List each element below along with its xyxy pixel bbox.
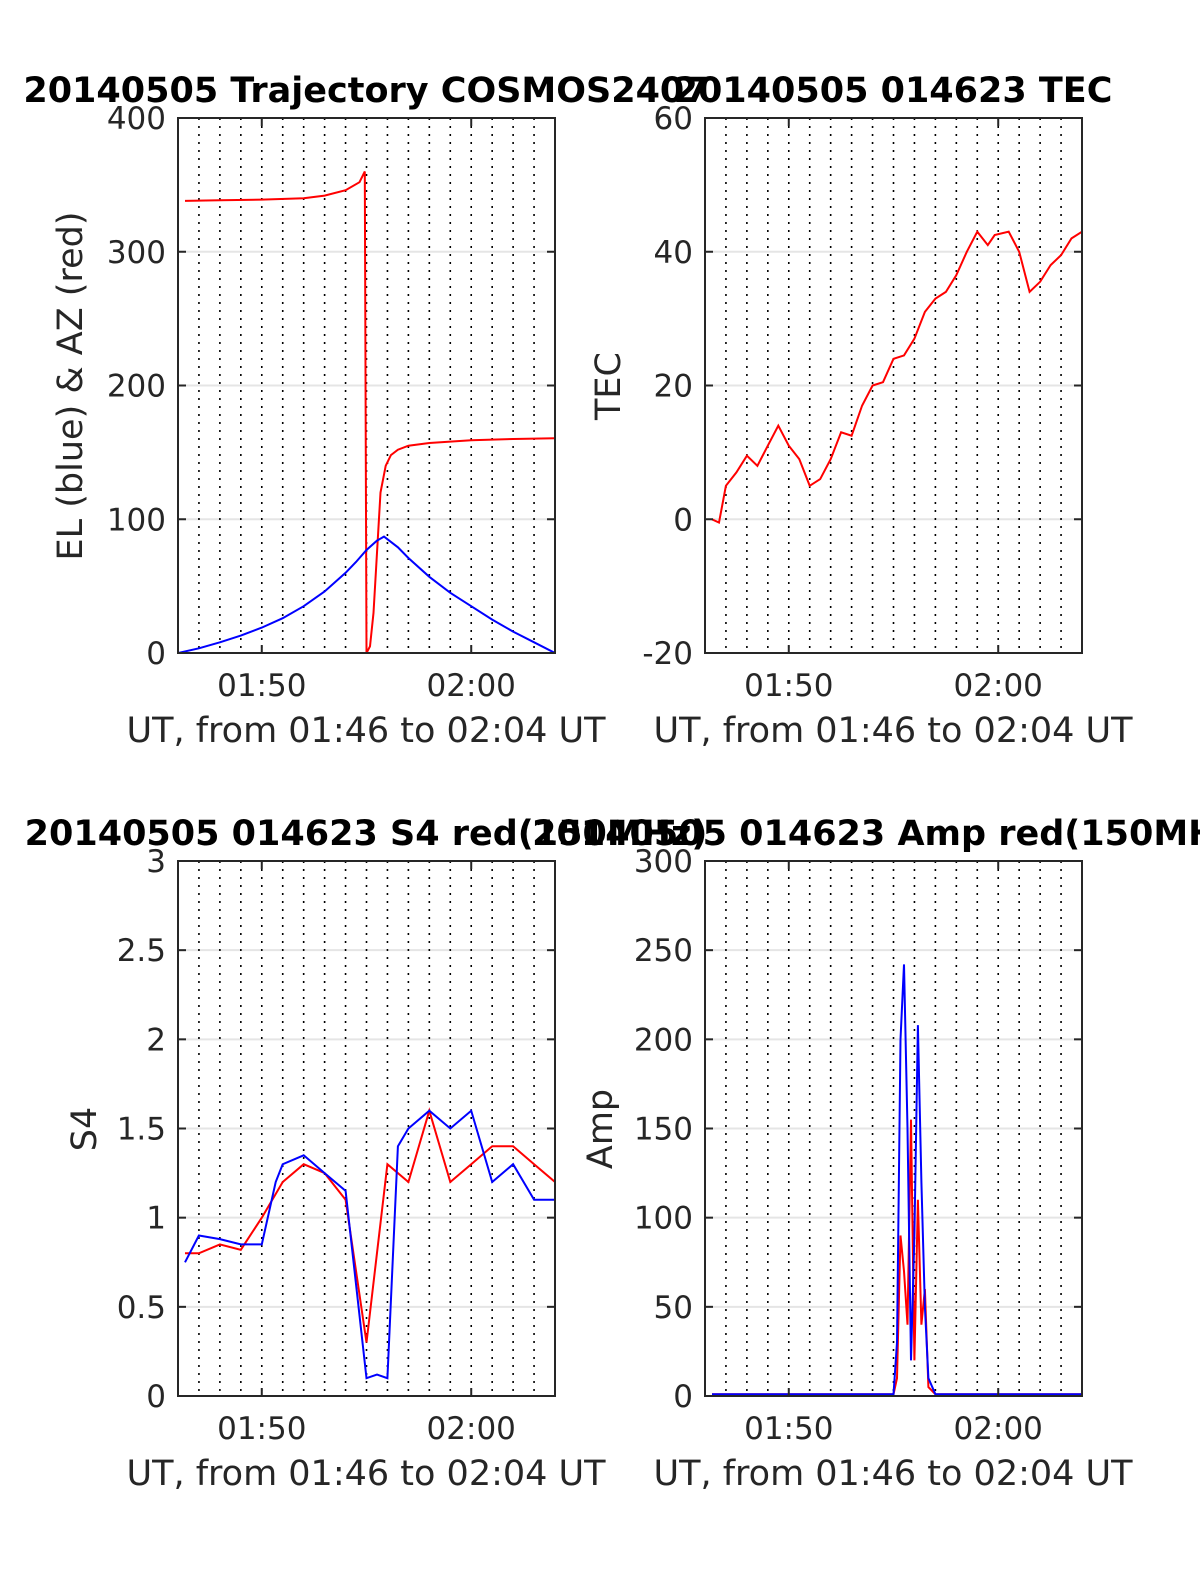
x-axis-label: UT, from 01:46 to 02:04 UT [126, 1454, 606, 1494]
panel-title: 20140505 Trajectory COSMOS2407 [23, 71, 708, 111]
y-tick-label: 200 [107, 369, 166, 405]
plot-area [705, 860, 1082, 1397]
y-tick-label: -20 [642, 636, 693, 672]
x-tick-label: 02:00 [427, 1411, 516, 1447]
x-tick-label: 01:50 [744, 1411, 833, 1447]
y-tick-label: 200 [634, 1022, 693, 1058]
series-group [184, 1107, 555, 1380]
x-axis-label: UT, from 01:46 to 02:04 UT [653, 1454, 1133, 1494]
y-axis-label: TEC [589, 352, 629, 421]
x-axis-label: UT, from 01:46 to 02:04 UT [126, 711, 606, 751]
x-tick-label: 02:00 [954, 1411, 1043, 1447]
red-series-line [712, 1119, 1082, 1396]
y-tick-label: 0 [146, 636, 166, 672]
y-axis-label: Amp [581, 1089, 621, 1169]
red-series-line [185, 1107, 555, 1343]
panel-amp: 20140505 014623 Amp red(150MHz) Amp UT, … [532, 814, 1200, 1494]
panel-title: 20140505 014623 S4 red(150MHz) [25, 814, 708, 854]
panel-s4: 20140505 014623 S4 red(150MHz) S4 UT, fr… [25, 814, 708, 1494]
x-axis-label: UT, from 01:46 to 02:04 UT [653, 711, 1133, 751]
panel-trajectory: 20140505 Trajectory COSMOS2407 EL (blue)… [23, 71, 708, 751]
y-tick-label: 0 [673, 502, 693, 538]
y-tick-label: 100 [107, 502, 166, 538]
blue-series-line [178, 535, 555, 653]
y-tick-label: 0 [146, 1379, 166, 1415]
x-tick-label: 01:50 [744, 668, 833, 704]
y-tick-label: 60 [654, 101, 693, 137]
series-group [712, 964, 1082, 1396]
y-axis-label: S4 [65, 1107, 105, 1152]
y-tick-label: 2.5 [117, 933, 166, 969]
plot-area [705, 117, 1082, 654]
y-tick-label: 0.5 [117, 1290, 166, 1326]
x-tick-label: 01:50 [217, 1411, 306, 1447]
series-group [178, 171, 555, 653]
x-tick-label: 01:50 [217, 668, 306, 704]
y-tick-label: 100 [634, 1201, 693, 1237]
panel-title: 20140505 014623 TEC [674, 71, 1113, 111]
y-tick-label: 40 [654, 235, 693, 271]
plot-area [178, 860, 555, 1397]
y-tick-label: 0 [673, 1379, 693, 1415]
blue-series-line [712, 964, 1082, 1396]
panel-title: 20140505 014623 Amp red(150MHz) [532, 814, 1200, 854]
y-tick-label: 3 [146, 844, 166, 880]
y-tick-label: 400 [107, 101, 166, 137]
y-tick-label: 1 [146, 1201, 166, 1237]
x-tick-label: 02:00 [427, 668, 516, 704]
x-tick-label: 02:00 [954, 668, 1043, 704]
y-tick-label: 150 [634, 1112, 693, 1148]
y-axis-label: EL (blue) & AZ (red) [51, 212, 91, 561]
y-tick-label: 1.5 [117, 1112, 166, 1148]
y-tick-label: 50 [654, 1290, 693, 1326]
series-group [711, 229, 1082, 525]
y-tick-label: 300 [634, 844, 693, 880]
red-series-line [184, 171, 555, 653]
blue-series-line [184, 1108, 555, 1380]
y-tick-label: 250 [634, 933, 693, 969]
red-series-line [711, 229, 1082, 525]
y-tick-label: 2 [146, 1022, 166, 1058]
y-tick-label: 300 [107, 235, 166, 271]
panel-tec: 20140505 014623 TEC TEC UT, from 01:46 t… [589, 71, 1133, 751]
y-tick-label: 20 [654, 369, 693, 405]
